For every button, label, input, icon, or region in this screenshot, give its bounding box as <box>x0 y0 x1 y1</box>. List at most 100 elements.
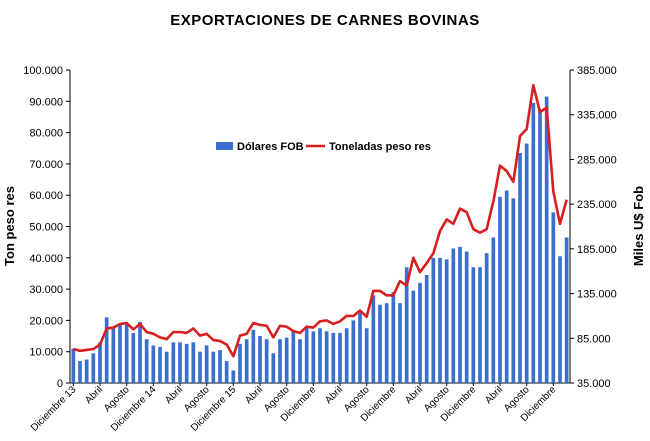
bar <box>284 337 289 383</box>
bar <box>511 198 516 383</box>
bar <box>98 342 102 383</box>
bar <box>538 109 542 384</box>
left-tick-label: 30.000 <box>29 284 63 296</box>
bar <box>298 339 302 383</box>
right-tick-label: 85.000 <box>577 333 611 345</box>
bar <box>278 339 282 383</box>
left-tick-label: 100.000 <box>23 65 63 77</box>
bar <box>238 343 242 384</box>
bar <box>211 351 216 383</box>
bar <box>204 345 209 383</box>
bar <box>91 353 96 383</box>
bar-series <box>71 96 569 384</box>
bar <box>151 345 156 383</box>
bar <box>304 326 309 383</box>
legend-swatch-bar <box>216 142 233 150</box>
bar <box>491 237 496 383</box>
bar <box>251 329 256 383</box>
right-tick-label: 35.000 <box>577 378 611 390</box>
bar <box>191 342 196 383</box>
bar <box>564 237 569 383</box>
left-tick-label: 70.000 <box>29 159 63 171</box>
bar <box>458 246 462 383</box>
bar <box>224 361 229 383</box>
left-tick-label: 40.000 <box>29 253 63 265</box>
right-axis-label: Miles U$ Fob <box>631 186 646 266</box>
right-tick-label: 185.000 <box>577 244 617 256</box>
bar <box>524 143 529 383</box>
bar <box>291 331 296 383</box>
bar <box>551 212 556 383</box>
line-series <box>72 83 568 358</box>
x-tick-label: Abril <box>323 384 345 406</box>
bar <box>371 295 376 383</box>
bar <box>131 332 136 383</box>
bar <box>104 317 109 383</box>
bar <box>231 370 236 383</box>
left-tick-label: 90.000 <box>29 96 63 108</box>
bar <box>178 342 182 383</box>
bar <box>171 342 176 383</box>
x-tick-label: Abril <box>403 384 425 406</box>
bar <box>138 321 142 383</box>
chart-title: EXPORTACIONES DE CARNES BOVINAS <box>170 12 479 29</box>
bar <box>71 348 76 383</box>
bar <box>124 323 129 383</box>
bar <box>391 292 396 383</box>
bar <box>318 328 322 383</box>
bar <box>144 339 149 383</box>
left-tick-label: 50.000 <box>29 222 63 234</box>
bar <box>378 304 382 383</box>
bar <box>424 275 429 383</box>
bar <box>464 251 469 383</box>
x-tick-label: Diciembre 13 <box>29 384 79 434</box>
bar <box>358 312 362 383</box>
bar <box>338 332 342 383</box>
right-tick-label: 335.000 <box>577 110 617 122</box>
bar <box>324 331 329 383</box>
right-tick-label: 135.000 <box>577 289 617 301</box>
x-tick-label: Abril <box>483 384 505 406</box>
bar <box>531 102 536 384</box>
bar <box>164 351 169 383</box>
left-tick-label: 0 <box>57 378 63 390</box>
bar <box>258 336 262 383</box>
bar <box>544 96 549 383</box>
right-tick-label: 235.000 <box>577 199 617 211</box>
bar <box>84 359 89 383</box>
left-tick-label: 10.000 <box>29 347 63 359</box>
bar <box>498 196 502 383</box>
x-tick-label: Abril <box>163 384 185 406</box>
x-tick-label: Abril <box>83 384 105 406</box>
bar <box>264 339 269 383</box>
bar <box>158 347 162 383</box>
bar <box>384 303 389 383</box>
bar <box>478 267 482 383</box>
bar <box>398 303 402 383</box>
legend: Dólares FOB Toneladas peso res <box>216 141 431 153</box>
bar <box>451 248 456 383</box>
left-axis-ticks: 0 10.000 20.000 30.000 40.000 50.000 60.000 70.… <box>23 65 70 390</box>
legend-label-dolares: Dólares FOB <box>237 141 304 153</box>
bar <box>404 267 409 383</box>
right-tick-label: 385.000 <box>577 65 617 77</box>
left-tick-label: 20.000 <box>29 315 63 327</box>
bar <box>184 343 189 384</box>
bar <box>311 331 316 383</box>
bar <box>471 267 476 383</box>
bar <box>364 328 369 383</box>
bar <box>244 339 249 383</box>
bar <box>78 361 82 383</box>
bar <box>518 152 522 383</box>
bar <box>418 282 422 383</box>
bar <box>484 253 489 383</box>
right-axis-ticks: 35.000 85.000 135.000 185.000 235.000 285.000… <box>570 65 617 390</box>
bar <box>198 351 202 383</box>
bar <box>431 257 436 383</box>
legend-label-toneladas: Toneladas peso res <box>329 141 431 153</box>
bar <box>111 328 116 383</box>
left-axis-label: Ton peso res <box>2 186 17 266</box>
x-tick-label: Abril <box>243 384 265 406</box>
